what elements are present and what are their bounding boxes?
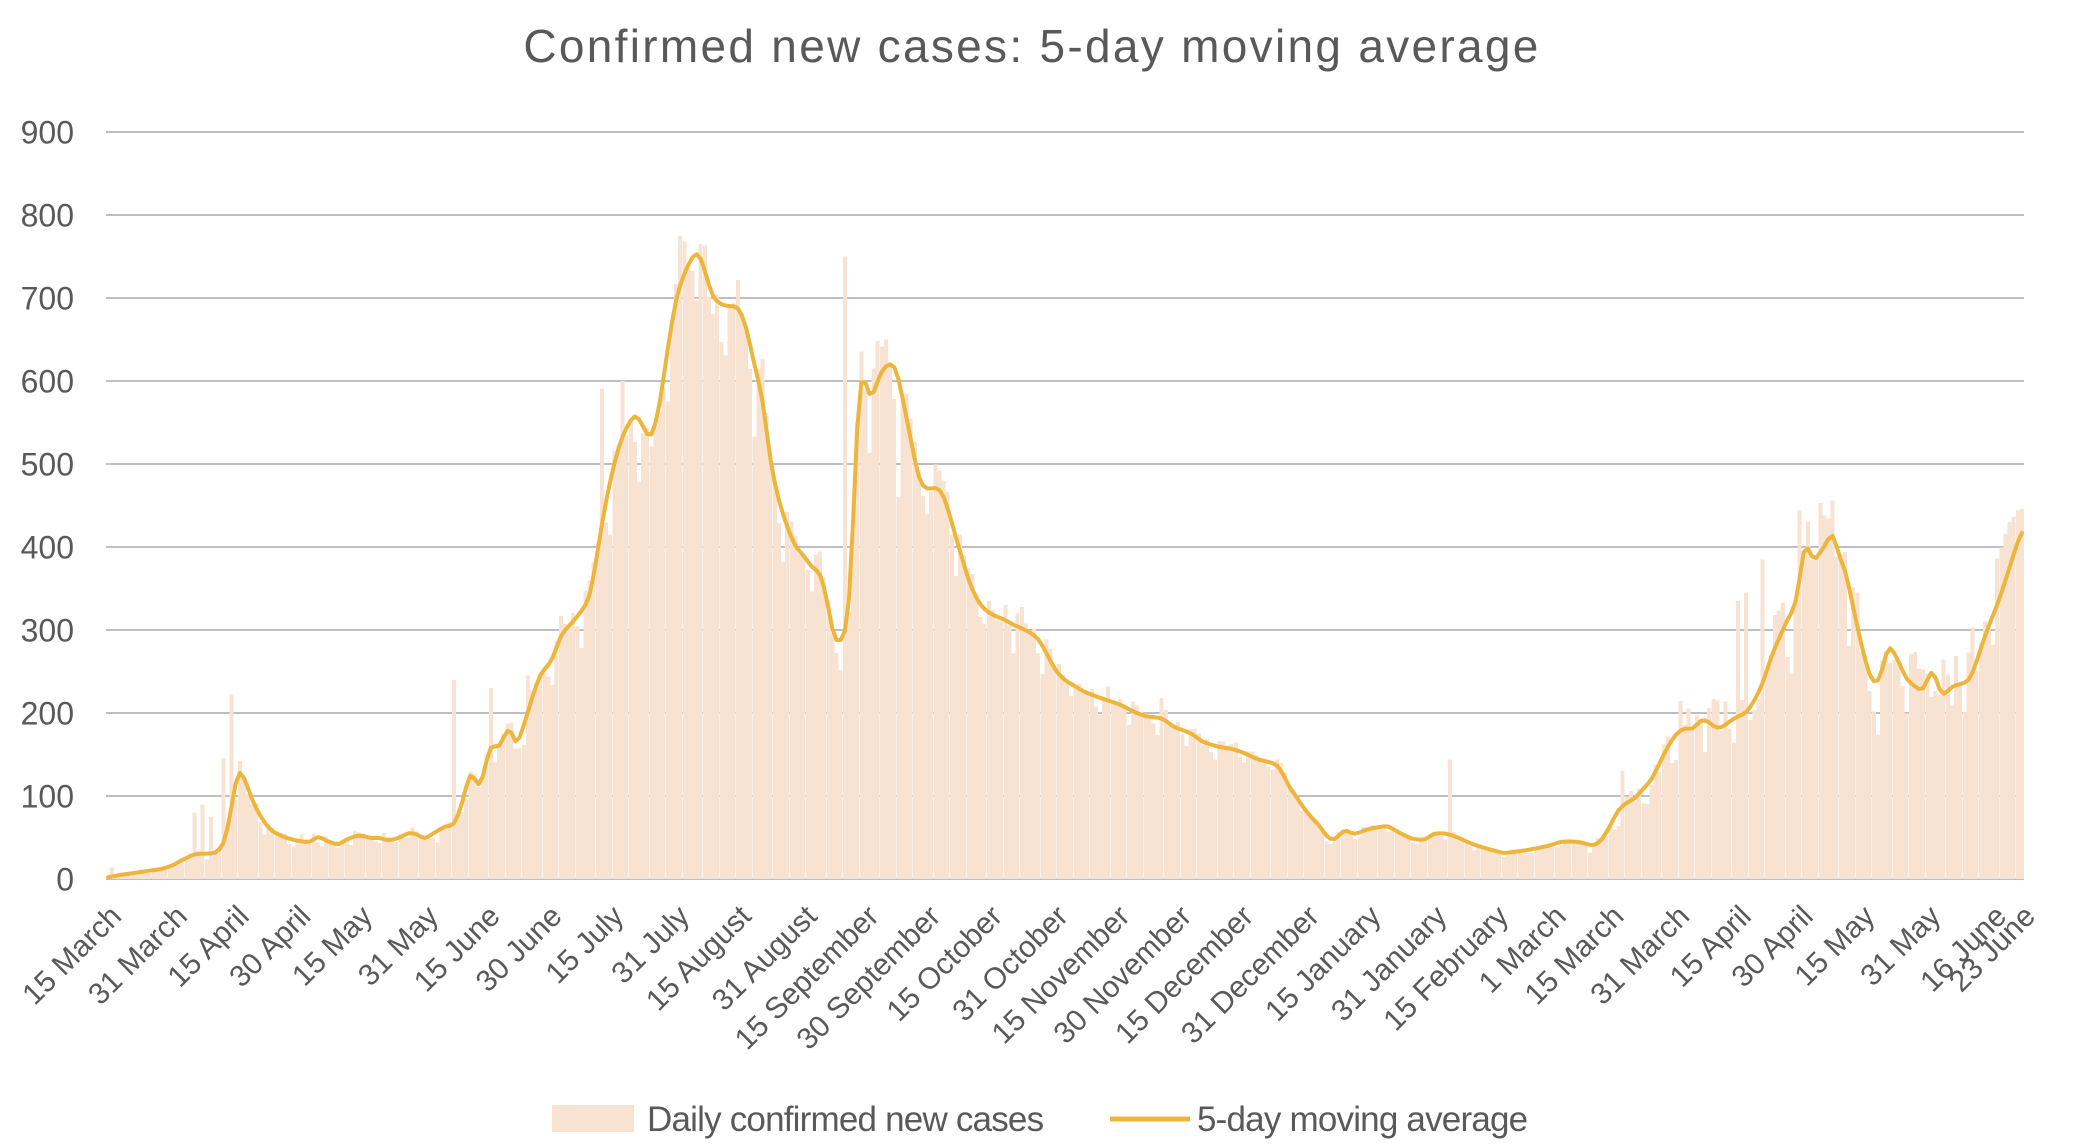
svg-text:600: 600 [21, 364, 74, 400]
svg-text:800: 800 [21, 198, 74, 234]
svg-text:100: 100 [21, 779, 74, 815]
svg-text:0: 0 [56, 862, 74, 898]
svg-text:500: 500 [21, 447, 74, 483]
svg-text:Confirmed new cases: 5-day mov: Confirmed new cases: 5-day moving averag… [523, 20, 1540, 72]
svg-text:400: 400 [21, 530, 74, 566]
svg-text:Daily confirmed new cases: Daily confirmed new cases [647, 1100, 1044, 1139]
svg-text:700: 700 [21, 281, 74, 317]
svg-text:5-day moving average: 5-day moving average [1197, 1100, 1527, 1139]
svg-text:900: 900 [21, 115, 74, 151]
svg-text:200: 200 [21, 696, 74, 732]
svg-text:300: 300 [21, 613, 74, 649]
